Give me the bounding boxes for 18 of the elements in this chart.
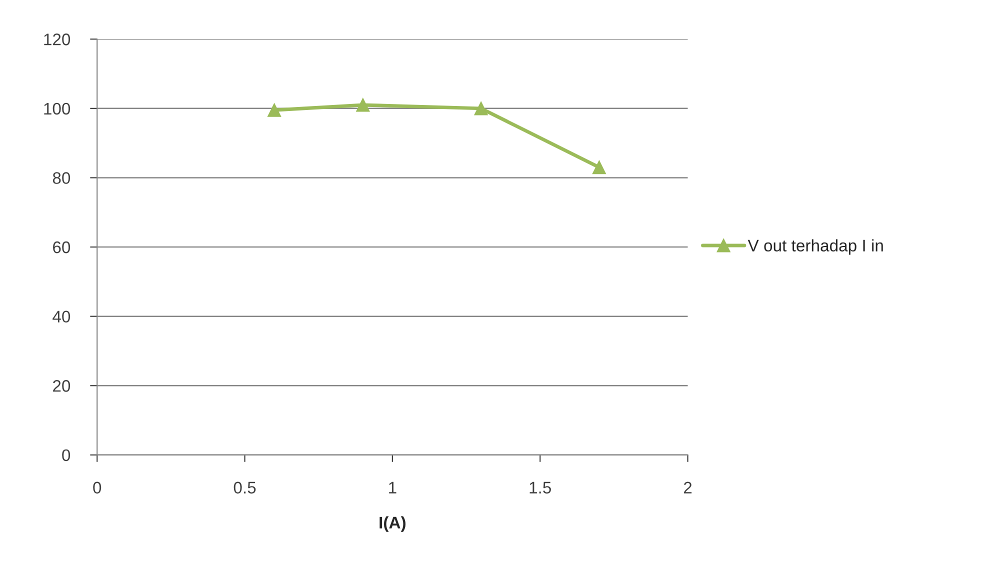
x-tick-label: 2 <box>684 482 692 494</box>
y-tick-label: 40 <box>52 310 70 323</box>
point <box>474 102 488 116</box>
legend-label: V out terhadap I in <box>748 239 883 255</box>
y-tick-label: 20 <box>53 380 70 392</box>
y-tick-label: 60 <box>53 241 70 254</box>
y-tick-label: 120 <box>44 34 70 46</box>
x-axis-title: I(A) <box>380 516 406 532</box>
point <box>356 98 370 112</box>
x-tick-label: 1.5 <box>530 482 551 494</box>
point <box>268 103 282 117</box>
x-tick-label: 1 <box>389 482 396 494</box>
y-tick-label: 100 <box>44 102 70 115</box>
x-tick-label: 0.5 <box>234 482 256 494</box>
y-tick-label: 0 <box>62 449 70 462</box>
point <box>592 160 606 174</box>
x-tick-label: 0 <box>93 482 102 494</box>
y-tick-label: 80 <box>52 172 70 184</box>
